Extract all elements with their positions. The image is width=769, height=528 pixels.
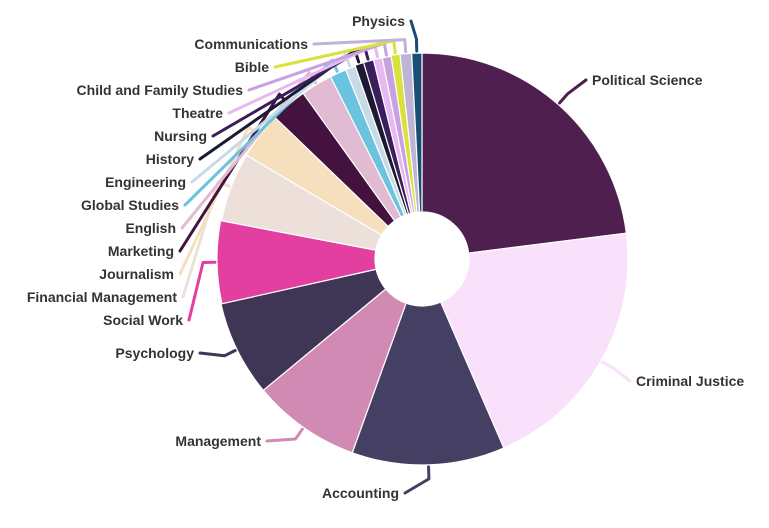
slice-physics[interactable] bbox=[411, 52, 423, 213]
connector-accounting bbox=[403, 465, 431, 495]
label-theatre: Theatre bbox=[172, 105, 223, 121]
label-bible: Bible bbox=[235, 59, 269, 75]
label-history: History bbox=[146, 151, 194, 167]
slice-criminal-justice[interactable] bbox=[439, 232, 629, 449]
label-criminal-justice: Criminal Justice bbox=[636, 373, 744, 389]
label-engineering: Engineering bbox=[105, 174, 186, 190]
connector-criminal-justice bbox=[601, 360, 632, 383]
slice-political-science[interactable] bbox=[421, 52, 628, 254]
label-global-studies: Global Studies bbox=[81, 197, 179, 213]
label-journalism: Journalism bbox=[99, 266, 174, 282]
label-physics: Physics bbox=[352, 13, 405, 29]
slice-psychology[interactable] bbox=[220, 268, 387, 392]
label-social-work: Social Work bbox=[103, 312, 183, 328]
slice-social-work[interactable] bbox=[216, 219, 377, 305]
connector-psychology bbox=[198, 349, 237, 358]
connector-social-work bbox=[187, 260, 217, 322]
connector-political-science bbox=[558, 78, 588, 105]
label-communications: Communications bbox=[194, 36, 308, 52]
label-psychology: Psychology bbox=[115, 345, 194, 361]
label-management: Management bbox=[175, 433, 261, 449]
labels-group: Political Science Criminal Justice Account… bbox=[27, 13, 745, 501]
label-financial-management: Financial Management bbox=[27, 289, 177, 305]
connector-communications bbox=[312, 38, 408, 54]
label-nursing: Nursing bbox=[154, 128, 207, 144]
connector-physics bbox=[409, 19, 419, 53]
connector-management bbox=[265, 427, 304, 443]
label-accounting: Accounting bbox=[322, 485, 399, 501]
slices-group bbox=[216, 52, 629, 466]
connector-engineering bbox=[190, 53, 352, 184]
label-political-science: Political Science bbox=[592, 72, 703, 88]
slice-accounting[interactable] bbox=[351, 301, 505, 466]
slice-management[interactable] bbox=[262, 288, 407, 454]
label-child-and-family-studies: Child and Family Studies bbox=[77, 82, 244, 98]
label-english: English bbox=[125, 220, 176, 236]
label-marketing: Marketing bbox=[108, 243, 174, 259]
